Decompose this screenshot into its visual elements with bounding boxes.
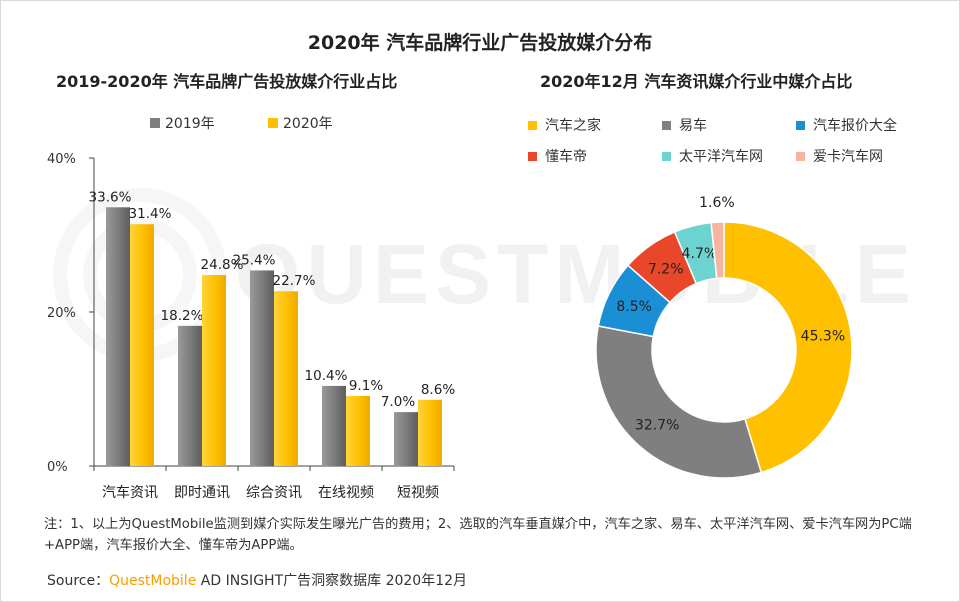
bar-legend-swatch-2020: [268, 118, 278, 128]
bar-data-label: 18.2%: [161, 308, 204, 324]
bar-2019: [178, 325, 202, 466]
y-tick-label: 20%: [47, 306, 76, 321]
bar-legend-swatch-2019: [150, 118, 160, 128]
bar-data-label: 22.7%: [273, 273, 316, 289]
donut-legend-swatch: [662, 151, 671, 161]
donut-legend-label: 汽车报价大全: [813, 118, 897, 134]
bar-2019: [250, 270, 274, 466]
donut-chart-title: 2020年12月 汽车资讯媒介行业中媒介占比: [540, 72, 853, 91]
bar-legend-label-2020: 2020年: [283, 116, 333, 132]
donut-legend-swatch: [796, 151, 805, 161]
bar-2020: [346, 395, 370, 466]
bar-data-label: 10.4%: [305, 368, 348, 384]
source-line: Source：QuestMobile AD INSIGHT广告洞察数据库 202…: [47, 570, 467, 590]
bar-2020: [202, 275, 226, 466]
main-title: 2020年 汽车品牌行业广告投放媒介分布: [307, 32, 653, 54]
donut-legend-xcar: 爱卡汽车网: [796, 146, 883, 166]
bar-data-label: 8.6%: [421, 382, 455, 398]
y-tick-label: 0%: [47, 460, 68, 475]
x-tick-label: 汽车资讯: [102, 484, 158, 501]
bar-data-label: 25.4%: [233, 252, 276, 268]
donut-legend-label: 汽车之家: [545, 118, 601, 134]
bar-legend-2020: 2020年: [268, 113, 333, 133]
source-prefix: Source：: [47, 573, 110, 589]
donut-legend-yiche: 易车: [662, 115, 707, 135]
bar-2019: [394, 412, 418, 466]
donut-legend-autohome: 汽车之家: [528, 115, 601, 135]
bar-data-label: 31.4%: [129, 206, 172, 222]
bar-chart-title: 2019-2020年 汽车品牌广告投放媒介行业占比: [56, 72, 398, 91]
bar-2020: [418, 399, 442, 466]
donut-legend-label: 太平洋汽车网: [679, 149, 763, 165]
donut-legend-baojia: 汽车报价大全: [796, 115, 897, 135]
bar-data-label: 9.1%: [349, 378, 383, 394]
donut-slice: [723, 221, 853, 474]
bar-2020: [130, 224, 154, 466]
bar-2019: [322, 385, 346, 466]
donut-data-label: 8.5%: [616, 299, 652, 315]
bar-data-label: 24.8%: [201, 257, 244, 273]
donut-data-label: 4.7%: [682, 246, 718, 262]
y-tick-label: 40%: [47, 152, 76, 167]
donut-legend-swatch: [796, 120, 805, 130]
x-tick-label: 综合资讯: [246, 485, 302, 501]
donut-legend-label: 懂车帝: [545, 149, 587, 165]
donut-legend-swatch: [528, 120, 537, 130]
donut-legend-dongchedi: 懂车帝: [528, 146, 587, 166]
source-brand: QuestMobile: [109, 573, 197, 589]
donut-legend-swatch: [528, 151, 537, 161]
footnote: 注：1、以上为QuestMobile监测到媒介实际发生曝光广告的费用；2、选取的…: [44, 517, 912, 553]
bar-2019: [106, 207, 130, 466]
x-tick-label: 即时通讯: [174, 485, 230, 501]
x-tick-label: 在线视频: [318, 485, 374, 501]
bar-legend-2019: 2019年: [150, 113, 215, 133]
bar-2020: [274, 291, 298, 466]
x-tick-label: 短视频: [397, 485, 439, 501]
donut-legend-swatch: [662, 120, 671, 130]
source-rest: AD INSIGHT广告洞察数据库 2020年12月: [196, 573, 468, 589]
donut-legend-label: 爱卡汽车网: [813, 149, 883, 165]
bar-data-label: 7.0%: [381, 394, 415, 410]
donut-data-label: 1.6%: [699, 195, 735, 211]
donut-slice: [595, 325, 763, 479]
donut-data-label: 45.3%: [801, 328, 845, 344]
donut-legend-label: 易车: [679, 118, 707, 134]
bar-data-label: 33.6%: [89, 189, 132, 205]
donut-chart: 45.3% 32.7% 8.5% 7.2%4.7% 1.6%: [595, 195, 853, 479]
bar-chart: 0% 20% 40% 33.6%31.4% 汽车资讯 18.2% 24.8% 即时通讯 25.4…: [47, 152, 455, 501]
donut-data-label: 32.7%: [635, 417, 679, 433]
donut-slice: [710, 221, 725, 280]
donut-legend-pcauto: 太平洋汽车网: [662, 146, 763, 166]
bar-legend-label-2019: 2019年: [165, 116, 215, 132]
donut-data-label: 7.2%: [648, 262, 684, 278]
